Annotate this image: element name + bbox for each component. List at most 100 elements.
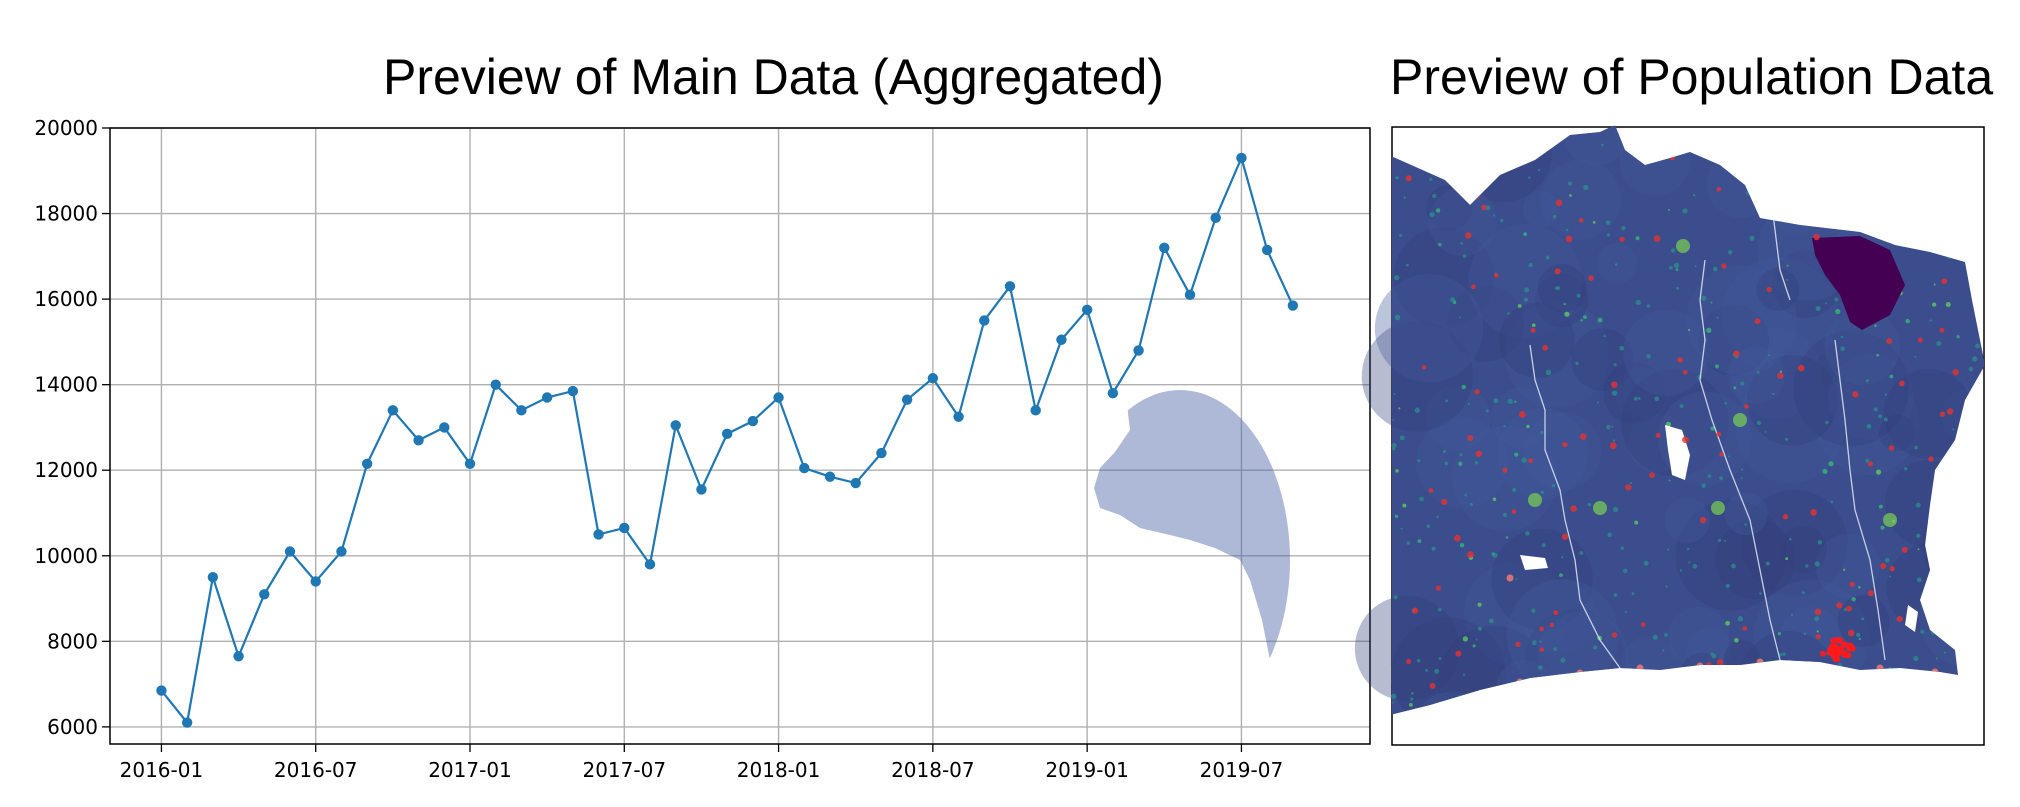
data-point [850,477,861,489]
raster-speckle [1838,663,1842,667]
raster-speckle [1429,211,1435,218]
location-marker [1867,461,1874,467]
raster-speckle [1646,353,1651,359]
raster-speckle [1505,536,1509,539]
raster-speckle [1414,407,1420,413]
raster-patch [1756,268,1800,312]
raster-speckle [1858,585,1861,589]
raster-speckle [1814,561,1820,567]
raster-speckle [1915,502,1921,508]
raster-speckle [1524,287,1530,293]
location-marker [1578,217,1584,223]
location-marker [1553,610,1559,616]
raster-speckle [1917,548,1920,551]
raster-speckle [1633,396,1638,401]
raster-speckle [1612,439,1616,442]
location-marker [1640,622,1646,627]
raster-speckle [1393,392,1396,395]
raster-speckle [1905,318,1910,324]
data-point [1261,244,1273,256]
population-map-title: Preview of Population Data [1390,49,1994,105]
raster-speckle [1878,414,1883,419]
raster-speckle [1450,297,1456,303]
raster-speckle [1878,504,1883,509]
raster-speckle [1477,626,1482,631]
location-marker [1471,284,1476,290]
data-point [387,405,399,416]
raster-speckle [1828,461,1834,467]
location-marker [1744,404,1749,409]
raster-band [1094,390,1290,730]
location-marker [1852,391,1859,398]
data-point [1184,289,1196,301]
raster-speckle [1717,538,1722,543]
lake [1905,605,1918,632]
raster-speckle [1621,225,1626,231]
x-tick-label: 2016-07 [274,758,358,782]
raster-speckle [1528,176,1531,179]
raster-speckle [1682,208,1688,214]
raster-speckle [1779,370,1783,373]
data-point [1236,152,1247,164]
raster-speckle [1843,568,1846,571]
raster-patch [1596,242,1638,284]
location-marker [1766,286,1772,293]
raster-speckle [1395,176,1399,180]
raster-speckle [1670,248,1676,253]
raster-speckle [1914,445,1918,450]
raster-speckle [1701,295,1707,301]
x-tick-label: 2019-01 [1045,758,1129,782]
raster-speckle [1669,265,1673,270]
x-tick-label: 2017-07 [582,758,666,782]
location-marker [1716,431,1722,437]
location-marker [1406,659,1412,665]
data-point [721,428,733,440]
x-tick-label: 2018-01 [737,758,821,782]
raster-patch [1361,320,1473,432]
raster-speckle [1830,500,1834,504]
data-point [336,546,347,557]
raster-speckle [1514,400,1517,403]
location-marker [1542,344,1549,351]
raster-speckle [1788,537,1792,541]
raster-speckle [1399,435,1405,441]
raster-speckle [1920,629,1925,634]
location-marker [1570,505,1577,512]
raster-patch [1675,499,1787,611]
raster-speckle [1858,637,1861,641]
location-marker [1810,509,1817,516]
raster-speckle [1601,143,1604,147]
raster-speckle [1756,420,1762,426]
raster-speckle [1631,592,1635,596]
raster-speckle [1458,316,1461,319]
location-marker [1896,615,1903,623]
raster-speckle [1492,552,1498,558]
location-marker [1682,369,1688,375]
data-point [490,379,501,390]
raster-speckle [1866,423,1872,429]
location-marker [1819,650,1826,657]
location-marker [1833,637,1840,644]
raster-speckle [1514,452,1519,457]
data-point [593,529,604,540]
raster-speckle [1597,401,1600,404]
raster-speckle [1393,595,1398,600]
raster-speckle [1727,249,1733,255]
raster-speckle [1679,569,1683,572]
location-marker [1610,381,1618,388]
raster-speckle [1528,263,1533,268]
raster-speckle [1662,649,1665,652]
location-marker [1429,683,1436,689]
raster-patch [1540,159,1622,240]
raster-speckle [1825,420,1829,425]
raster-speckle [1692,564,1698,569]
raster-speckle [1840,335,1844,339]
raster-speckle [1459,453,1463,457]
raster-speckle [1875,469,1882,475]
raster-speckle [1417,459,1421,462]
location-marker [1421,365,1427,370]
raster-speckle [1767,354,1771,357]
raster-patch [1603,361,1666,424]
raster-speckle [1816,630,1819,633]
raster-speckle [1419,496,1424,502]
